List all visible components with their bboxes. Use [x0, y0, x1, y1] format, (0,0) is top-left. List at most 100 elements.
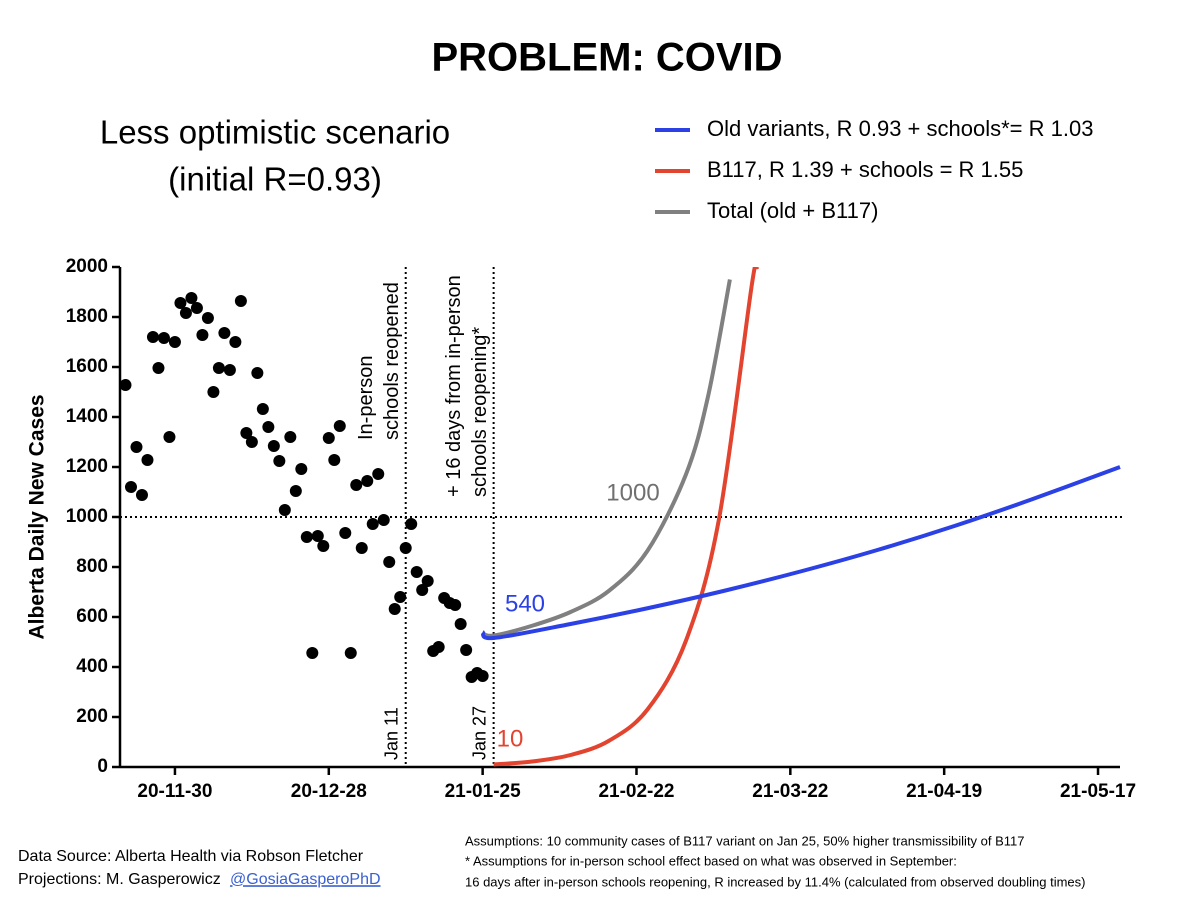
- data-point: [207, 386, 220, 398]
- data-point: [306, 647, 319, 659]
- vline-note: schools reopened: [381, 282, 403, 440]
- y-tick-label: 1200: [66, 456, 108, 477]
- series-line: [481, 279, 732, 638]
- data-point: [377, 514, 390, 526]
- assumption: * Assumptions for in-person school effec…: [465, 853, 957, 868]
- y-tick-label: 1400: [66, 406, 108, 427]
- subtitle: (initial R=0.93): [168, 161, 382, 198]
- y-tick-label: 200: [76, 706, 108, 727]
- data-point: [460, 644, 473, 656]
- x-tick-label: 20-12-28: [291, 781, 367, 802]
- data-point: [333, 420, 346, 432]
- data-point: [240, 427, 253, 439]
- data-point: [388, 603, 401, 615]
- annotation: 10: [497, 725, 524, 752]
- assumption: Assumptions: 10 community cases of B117 …: [465, 833, 1025, 848]
- data-point: [399, 542, 412, 554]
- vline-label: Jan 11: [381, 707, 401, 760]
- handle[interactable]: @GosiaGasperoPhD: [230, 871, 381, 888]
- data-point: [152, 362, 165, 374]
- data-point: [278, 504, 291, 516]
- data-point: [372, 468, 385, 480]
- data-point: [245, 436, 258, 448]
- vline-note: schools reopening*: [469, 327, 491, 497]
- series-line: [480, 465, 1121, 641]
- legend-label: Total (old + B117): [707, 198, 878, 223]
- y-tick-label: 1000: [66, 506, 108, 527]
- x-tick-label: 21-04-19: [906, 781, 982, 802]
- data-point: [251, 367, 264, 379]
- data-point: [190, 302, 203, 314]
- data-point: [157, 332, 170, 344]
- x-tick-label: 21-03-22: [752, 781, 828, 802]
- data-point: [267, 440, 280, 452]
- data-point: [262, 421, 275, 433]
- y-tick-label: 600: [76, 606, 108, 627]
- y-axis-label: Alberta Daily New Cases: [26, 394, 49, 639]
- data-point: [229, 336, 242, 348]
- y-tick-label: 400: [76, 656, 108, 677]
- data-point: [256, 403, 269, 415]
- y-tick-label: 1600: [66, 356, 108, 377]
- y-tick-label: 800: [76, 556, 108, 577]
- data-point: [212, 362, 225, 374]
- chart-title: PROBLEM: COVID: [431, 36, 782, 80]
- data-point: [322, 432, 335, 444]
- data-point: [355, 542, 368, 554]
- assumption: 16 days after in-person schools reopenin…: [465, 874, 1085, 889]
- data-point: [394, 591, 407, 603]
- data-point: [449, 599, 462, 611]
- series-line: [493, 267, 760, 767]
- data-point: [350, 479, 363, 491]
- y-tick-label: 0: [97, 756, 108, 777]
- data-point: [366, 518, 379, 530]
- source: Projections: M. Gasperowicz: [18, 871, 221, 888]
- subtitle: Less optimistic scenario: [100, 114, 450, 151]
- data-point: [383, 556, 396, 568]
- x-tick-label: 21-01-25: [445, 781, 521, 802]
- data-point: [295, 463, 308, 475]
- data-point: [135, 489, 148, 501]
- data-point: [201, 312, 214, 324]
- data-point: [223, 364, 236, 376]
- x-tick-label: 20-11-30: [137, 781, 212, 802]
- data-point: [328, 454, 341, 466]
- data-point: [273, 455, 286, 467]
- data-point: [454, 618, 467, 630]
- data-point: [179, 307, 192, 319]
- data-point: [476, 670, 489, 682]
- data-point: [284, 431, 297, 443]
- vline-label: Jan 27: [469, 706, 489, 760]
- data-point: [141, 454, 154, 466]
- data-point: [130, 441, 143, 453]
- data-point: [421, 575, 434, 587]
- data-point: [119, 379, 132, 391]
- data-point: [146, 331, 159, 343]
- data-point: [234, 295, 247, 307]
- data-point: [124, 481, 137, 493]
- data-point: [317, 540, 330, 552]
- data-point: [168, 336, 181, 348]
- legend-label: B117, R 1.39 + schools = R 1.55: [707, 157, 1023, 182]
- data-point: [218, 327, 231, 339]
- vline-note: + 16 days from in-person: [443, 275, 465, 497]
- vline-note: In-person: [355, 356, 377, 441]
- data-point: [163, 431, 176, 443]
- x-tick-label: 21-05-17: [1060, 781, 1136, 802]
- legend-label: Old variants, R 0.93 + schools*= R 1.03: [707, 116, 1093, 141]
- data-point: [405, 518, 418, 530]
- data-point: [361, 475, 374, 487]
- data-point: [289, 485, 302, 497]
- data-point: [416, 584, 429, 596]
- source: Data Source: Alberta Health via Robson F…: [18, 848, 364, 865]
- data-point: [174, 297, 187, 309]
- data-point: [344, 647, 357, 659]
- y-tick-label: 2000: [66, 256, 108, 277]
- data-point: [410, 566, 423, 578]
- annotation: 540: [505, 590, 545, 617]
- data-point: [432, 641, 445, 653]
- data-point: [300, 531, 313, 543]
- annotation: 1000: [606, 479, 659, 506]
- data-point: [185, 292, 198, 304]
